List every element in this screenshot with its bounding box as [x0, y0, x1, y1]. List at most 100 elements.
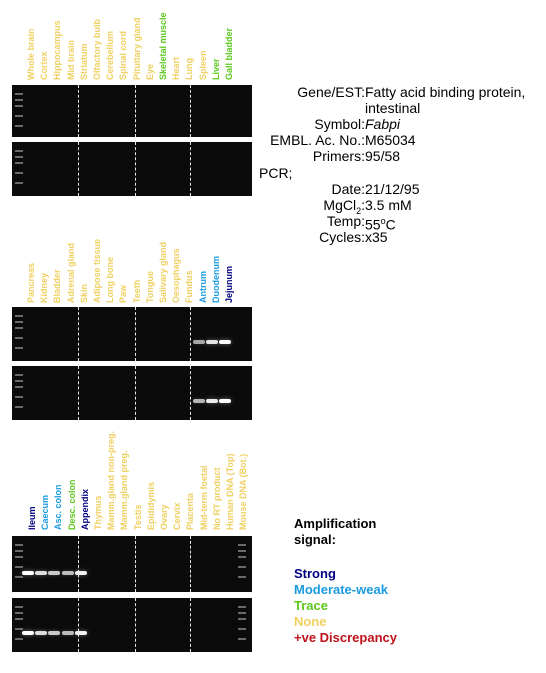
- mgcl-label-main: MgCl: [323, 197, 357, 213]
- legend-item-trace: Trace: [294, 598, 328, 613]
- ladder-mark: [15, 638, 23, 640]
- lane-label: Epididymis: [145, 481, 156, 530]
- ladder-mark: [15, 576, 23, 578]
- ladder-mark: [15, 93, 23, 95]
- cycles-value: x35: [365, 229, 388, 245]
- ladder-mark: [15, 105, 23, 107]
- ladder-mark: [15, 618, 23, 620]
- gel-divider: [135, 142, 136, 196]
- lane-label: Liver: [210, 58, 221, 80]
- embl-label: EMBL. Ac. No.:: [270, 132, 365, 148]
- pcr-band: [192, 340, 205, 345]
- gel-divider: [190, 366, 191, 420]
- lane-label: Heart: [171, 56, 182, 80]
- ladder-mark: [15, 150, 23, 152]
- lane-label: Olfactory bulb: [92, 18, 102, 80]
- gel-divider: [78, 142, 79, 196]
- ladder-mark: [15, 544, 23, 546]
- lane-label: Thymus: [93, 495, 103, 530]
- pcr-band: [35, 570, 48, 575]
- gel-image: [12, 85, 252, 137]
- ladder-mark: [238, 556, 246, 558]
- gel-divider: [135, 85, 136, 137]
- lane-label: Cerebellum: [105, 30, 116, 80]
- ladder-mark: [15, 315, 23, 317]
- ladder-mark: [15, 396, 23, 398]
- gel-divider: [190, 142, 191, 196]
- legend-item-strong: Strong: [294, 566, 336, 581]
- lane-label: Paw: [118, 284, 129, 303]
- ladder-mark: [238, 576, 246, 578]
- gel-image: [12, 598, 252, 652]
- pcr-band: [22, 631, 34, 636]
- mgcl-label-colon: :: [361, 197, 365, 213]
- ladder-mark: [238, 606, 246, 608]
- lane-label: No RT product: [211, 467, 222, 531]
- lane-label: Tongue: [144, 271, 155, 303]
- ladder-mark: [15, 99, 23, 101]
- temp-value-unit: C: [385, 216, 396, 233]
- lane-label: Ovary: [159, 504, 169, 530]
- gel-image: [12, 142, 252, 196]
- pcr-band: [74, 631, 87, 636]
- gel-divider: [190, 598, 191, 652]
- legend-title-line2: signal:: [294, 532, 336, 547]
- legend-title-line1: Amplification: [294, 516, 377, 531]
- lane-label: Pancreas: [26, 262, 36, 303]
- pcr-band: [219, 399, 231, 404]
- date-value: 21/12/95: [365, 181, 420, 197]
- ladder-mark: [15, 156, 23, 158]
- symbol-label: Symbol:: [314, 116, 365, 132]
- lane-label: Teeth: [131, 279, 142, 303]
- lane-label: Spinal cord: [118, 30, 129, 80]
- ladder-mark: [15, 628, 23, 630]
- lane-label: Skin: [78, 283, 89, 303]
- lane-label: Cortex: [39, 51, 50, 80]
- ladder-mark: [15, 386, 23, 388]
- ladder-mark: [15, 406, 23, 408]
- gel-divider: [190, 536, 191, 592]
- ladder-mark: [238, 544, 246, 546]
- lane-label: Bladder: [52, 269, 63, 303]
- gel-image: [12, 366, 252, 420]
- cycles-label: Cycles:: [319, 229, 365, 245]
- lane-label: Mid brain: [65, 40, 76, 80]
- legend-item-none: None: [294, 614, 327, 629]
- lane-label: Skeletal muscle: [158, 12, 168, 80]
- gel-divider: [78, 85, 79, 137]
- lane-label: Adrenal gland: [65, 242, 76, 303]
- date-label: Date:: [331, 181, 365, 197]
- ladder-mark: [15, 327, 23, 329]
- gene-label: Gene/EST:: [297, 84, 365, 100]
- gel-divider: [135, 536, 136, 592]
- ladder-mark: [15, 606, 23, 608]
- ladder-mark: [238, 628, 246, 630]
- pcr-band: [48, 570, 61, 575]
- ladder-mark: [15, 172, 23, 174]
- gel-divider: [135, 307, 136, 361]
- lane-label: Spleen: [197, 50, 208, 80]
- ladder-mark: [238, 638, 246, 640]
- gel-divider: [190, 307, 191, 361]
- lane-label: Duodenum: [210, 256, 221, 303]
- pcr-band: [61, 570, 74, 575]
- lane-label: Mamm.gland non-preg.: [106, 431, 117, 530]
- lane-label: Caecum: [40, 494, 51, 530]
- temp-value-num: 55: [365, 216, 381, 233]
- primers-value: 95/58: [365, 148, 401, 164]
- gel-divider: [78, 366, 79, 420]
- lane-label: Long bone: [105, 257, 116, 303]
- ladder-mark: [15, 125, 23, 127]
- ladder-mark: [15, 556, 23, 558]
- ladder-mark: [238, 612, 246, 614]
- lane-label: Mamm.gland preg.: [119, 450, 130, 530]
- ladder-mark: [15, 182, 23, 184]
- lane-label: Eye: [144, 63, 155, 80]
- ladder-mark: [15, 612, 23, 614]
- lane-label: Whole brain: [26, 28, 36, 81]
- ladder-mark: [238, 618, 246, 620]
- lane-label: Desc. colon: [66, 479, 77, 530]
- ladder-mark: [238, 566, 246, 568]
- lane-label: Jejunum: [224, 265, 234, 303]
- lane-label: Kidney: [39, 272, 50, 303]
